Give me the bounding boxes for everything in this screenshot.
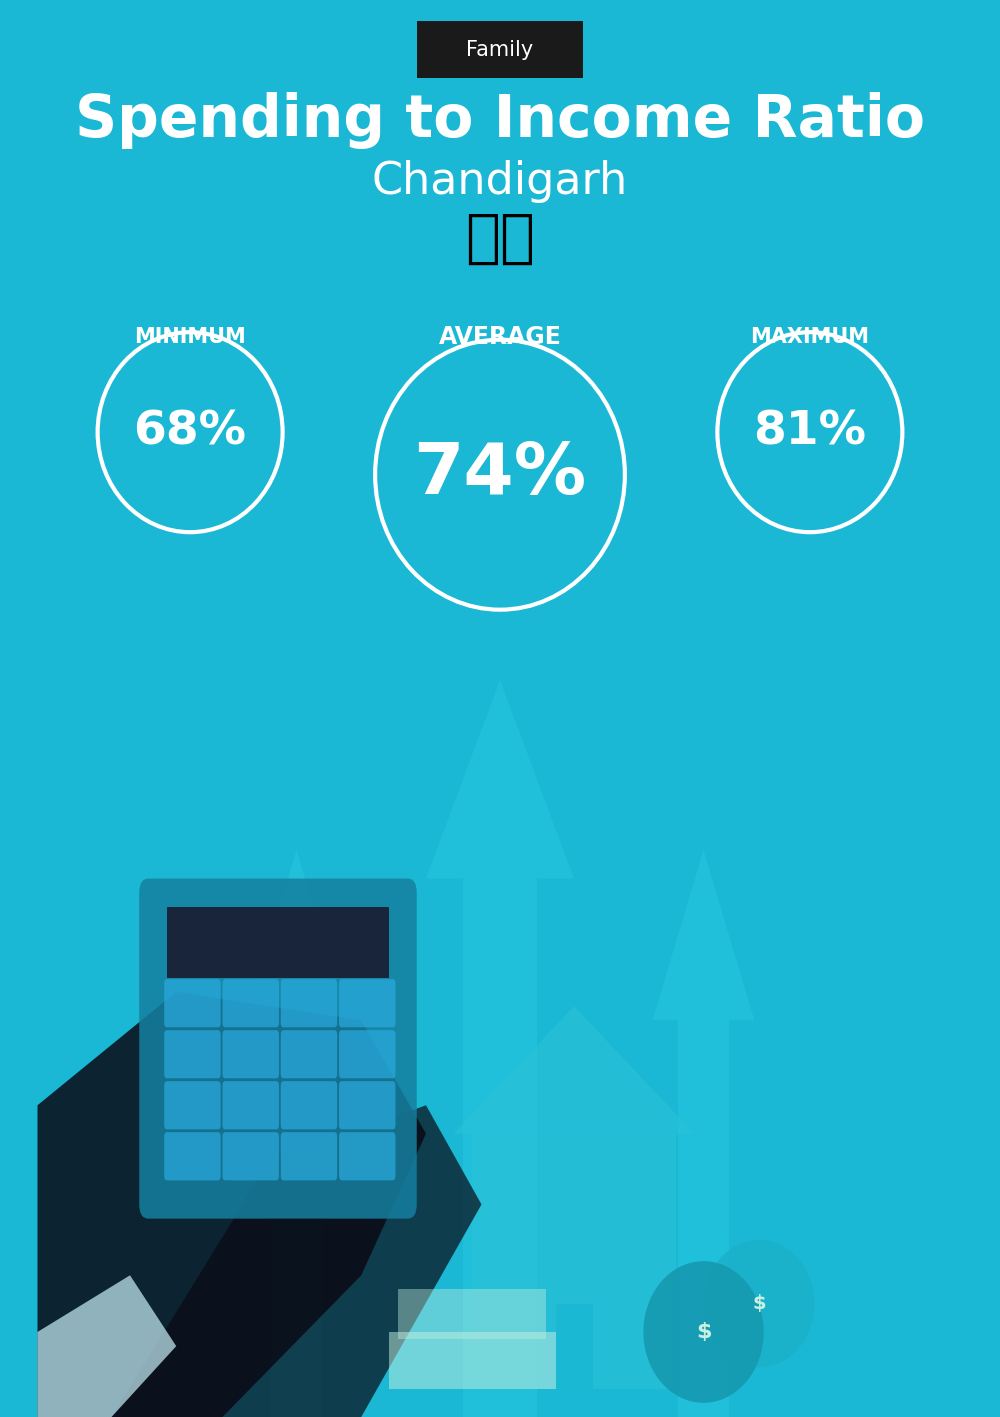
FancyBboxPatch shape — [164, 979, 221, 1027]
Polygon shape — [37, 992, 426, 1417]
Polygon shape — [112, 1105, 482, 1417]
Polygon shape — [454, 1006, 694, 1134]
FancyBboxPatch shape — [164, 1081, 221, 1129]
Text: 74%: 74% — [413, 441, 587, 509]
Text: 68%: 68% — [134, 410, 247, 455]
Text: $: $ — [752, 1294, 766, 1314]
FancyBboxPatch shape — [281, 1081, 337, 1129]
FancyBboxPatch shape — [222, 1132, 279, 1180]
Text: Family: Family — [466, 40, 534, 60]
FancyBboxPatch shape — [167, 907, 389, 978]
Text: $: $ — [696, 1322, 711, 1342]
Polygon shape — [472, 1134, 676, 1389]
Polygon shape — [653, 850, 754, 1417]
FancyBboxPatch shape — [139, 879, 417, 1219]
Text: 🇮🇳: 🇮🇳 — [465, 210, 535, 266]
Text: MINIMUM: MINIMUM — [134, 327, 246, 347]
FancyBboxPatch shape — [339, 1081, 395, 1129]
FancyBboxPatch shape — [281, 1030, 337, 1078]
FancyBboxPatch shape — [281, 1132, 337, 1180]
Polygon shape — [37, 1275, 176, 1417]
Ellipse shape — [704, 1240, 814, 1367]
FancyBboxPatch shape — [417, 21, 583, 78]
FancyBboxPatch shape — [222, 1081, 279, 1129]
Ellipse shape — [643, 1261, 764, 1403]
FancyBboxPatch shape — [398, 1289, 546, 1339]
Text: Chandigarh: Chandigarh — [372, 160, 628, 203]
FancyBboxPatch shape — [164, 1132, 221, 1180]
Polygon shape — [426, 680, 574, 1417]
FancyBboxPatch shape — [556, 1304, 592, 1389]
Text: 81%: 81% — [753, 410, 866, 455]
FancyBboxPatch shape — [339, 1030, 395, 1078]
Polygon shape — [246, 850, 347, 1417]
FancyBboxPatch shape — [281, 979, 337, 1027]
FancyBboxPatch shape — [339, 1132, 395, 1180]
FancyBboxPatch shape — [389, 1332, 556, 1389]
FancyBboxPatch shape — [222, 1030, 279, 1078]
FancyBboxPatch shape — [164, 1030, 221, 1078]
Text: Spending to Income Ratio: Spending to Income Ratio — [75, 92, 925, 149]
FancyBboxPatch shape — [339, 979, 395, 1027]
Text: MAXIMUM: MAXIMUM — [750, 327, 869, 347]
FancyBboxPatch shape — [222, 979, 279, 1027]
Text: AVERAGE: AVERAGE — [439, 326, 561, 349]
